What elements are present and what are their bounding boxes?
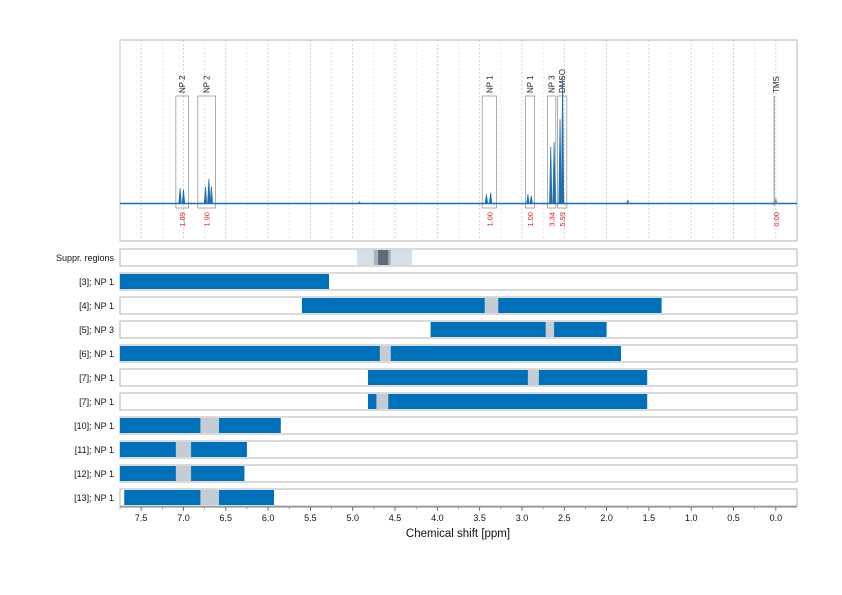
x-tick-label: 4.5 [389,513,402,523]
range-bar [430,322,607,337]
region-box [175,95,189,209]
spectrum-panel: NP 2 1.89 NP 2 1.90 NP 1 1.00 NP 1 1.00 NP 3 3.34… [119,39,798,242]
x-tick-label: 5.0 [346,513,359,523]
x-tick-label: 2.5 [558,513,571,523]
suppressed-band [378,250,389,265]
region-integral: 5.99 [558,212,567,227]
x-tick-label: 7.0 [177,513,190,523]
range-rows-panel: [3]; NP 1 [4]; NP 1 [5]; NP 3 [6]; NP 1 [7];… [74,272,798,507]
region-integral: 1.00 [485,212,494,227]
region-integral: 1.90 [203,212,212,227]
range-gap [379,346,391,361]
spectrum-peak [178,188,182,204]
spectrum-peak [774,197,778,204]
range-gap [175,442,192,457]
region-integral: 1.89 [178,212,187,227]
range-gap [527,370,539,385]
spectrum-peak [529,195,533,204]
suppressed-regions-panel: Suppr. regions [56,248,798,267]
x-axis: 7.5 7.0 6.5 6.0 5.5 5.0 4.5 4.0 3.5 3.0 2.5 2.0 1.5 1… [119,506,797,523]
suppressed-regions-frame [119,248,798,267]
x-tick-label: 0.5 [727,513,740,523]
spectrum-peak [549,146,553,204]
range-row-label: [7]; NP 1 [79,397,114,407]
spectrum-peak [484,194,489,204]
region-label: NP 1 [485,75,494,93]
range-bar [301,298,662,313]
range-gap [545,322,555,337]
range-row-label: [7]; NP 1 [79,373,114,383]
range-row-frame [119,488,798,507]
spectrum-peak [552,142,556,204]
range-gap [484,298,499,313]
spectrum-peak [560,77,565,204]
spectrum-peak [203,186,208,204]
x-tick-label: 3.5 [473,513,486,523]
x-tick-label: 1.0 [685,513,698,523]
suppressed-regions-label: Suppr. regions [56,253,115,263]
range-gap [200,418,220,433]
range-gap [200,490,220,505]
region-label: NP 2 [203,75,212,93]
range-gap [175,466,192,481]
range-gap [376,394,389,409]
spectrum-peak [181,189,186,204]
range-row-label: [5]; NP 3 [79,325,114,335]
range-bar [120,274,330,289]
range-bar [367,394,648,409]
region-integral: 3.34 [548,212,557,227]
range-bar [367,370,648,385]
x-axis-label: Chemical shift [ppm] [406,528,510,540]
region-box [197,95,216,209]
region-label: NP 1 [526,75,535,93]
region-box [525,95,536,209]
spectrum-peak [207,178,211,204]
region-box [481,95,497,209]
range-bar [124,490,275,505]
x-tick-label: 1.5 [643,513,656,523]
range-row-label: [10]; NP 1 [74,421,114,431]
region-label: TMS [772,76,781,93]
x-tick-label: 2.0 [600,513,613,523]
range-row-label: [12]; NP 1 [74,469,114,479]
spectrum-peak [526,194,530,204]
x-tick-label: 7.5 [135,513,148,523]
x-tick-label: 4.0 [431,513,444,523]
x-tick-label: 6.5 [220,513,233,523]
spectrum-peak [626,199,630,204]
spectrum-peak [489,192,493,204]
spectrum-peak [558,119,562,204]
spectrum-peak [209,186,213,204]
range-row-label: [4]; NP 1 [79,301,114,311]
region-integral: 0.00 [772,212,781,227]
region-integral: 1.00 [526,212,535,227]
range-row-label: [11]; NP 1 [75,445,114,455]
region-box [547,95,557,209]
range-row-label: [3]; NP 1 [79,277,114,287]
x-tick-label: 0.0 [770,513,783,523]
region-label: NP 2 [178,75,187,93]
x-tick-label: 5.5 [304,513,317,523]
x-tick-label: 6.0 [262,513,275,523]
region-label: NP 3 [548,75,557,93]
range-bar [120,346,621,361]
x-tick-label: 3.0 [516,513,529,523]
range-row-label: [6]; NP 1 [79,349,114,359]
spectrum-peak [357,201,362,204]
range-row-label: [13]; NP 1 [74,493,114,503]
